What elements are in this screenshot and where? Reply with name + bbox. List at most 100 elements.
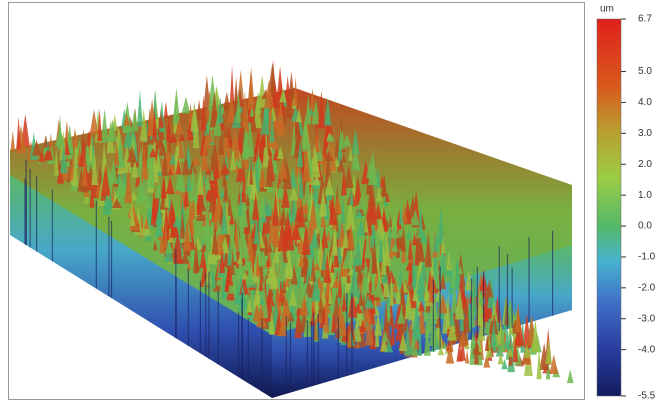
surface-spike (305, 275, 314, 298)
surface-spike (266, 242, 273, 253)
surface-spike (166, 115, 172, 142)
surface-spike (415, 271, 425, 302)
surface-spike (433, 231, 439, 252)
surface-spike (297, 244, 303, 254)
surface-spike (221, 123, 231, 158)
surface-spike (359, 318, 366, 332)
surface-spike (213, 163, 219, 199)
surface-spike (415, 237, 426, 263)
surface-spike (223, 91, 231, 110)
surface-spike (256, 302, 267, 328)
surface-spike (435, 260, 441, 290)
surface-spike (412, 286, 419, 302)
surface-spike (301, 223, 311, 255)
surface-spike (290, 185, 297, 222)
surface-spike (463, 297, 471, 333)
surface-spike (412, 232, 417, 246)
surface-spike (456, 341, 463, 362)
colorbar-tick-label: -3.0 (638, 313, 656, 324)
surface-spike (345, 197, 356, 230)
surface-spike (234, 222, 239, 250)
surface-spike (264, 156, 273, 187)
surface-spike (417, 300, 425, 312)
surface-spike (403, 260, 408, 286)
surface-spike (89, 133, 94, 162)
surface-spike (175, 118, 184, 135)
surface-spike (242, 270, 249, 280)
surface-spike (412, 301, 422, 338)
surface-spike (259, 163, 266, 188)
surface-spike (356, 194, 367, 210)
surface-spike (277, 249, 287, 282)
surface-spike (154, 180, 163, 199)
surface-spike (400, 326, 406, 340)
surface-spike (437, 207, 445, 245)
surface-spike (367, 174, 375, 207)
surface-spike (250, 113, 257, 133)
surface-spike (349, 187, 354, 206)
surface-spike (259, 194, 266, 218)
surface-spike (506, 346, 514, 357)
surface-spike (323, 252, 332, 284)
surface-spike (272, 81, 279, 108)
surface-spike (473, 330, 479, 365)
surface-spike (91, 150, 99, 186)
surface-spike (502, 337, 512, 350)
surface-spike (227, 264, 234, 286)
surface-spike (340, 166, 347, 196)
surface-spike (281, 184, 290, 208)
surface-spike (208, 187, 215, 213)
surface-spike (312, 173, 321, 186)
surface-spike (144, 196, 152, 209)
surface-spike (354, 234, 363, 266)
surface-spike (154, 218, 164, 237)
surface-spike (153, 188, 160, 213)
surface-spike (249, 105, 255, 117)
surface-spike (38, 149, 45, 163)
surface-spike (114, 139, 120, 166)
surface-spike (249, 169, 258, 199)
surface-spike (154, 151, 162, 172)
surface-spike (440, 234, 446, 254)
surface-spike (152, 239, 158, 251)
surface-spike (56, 164, 64, 184)
surface-spike (234, 283, 241, 305)
surface-spike (199, 129, 208, 156)
surface-spike (89, 180, 95, 208)
surface-spike (265, 95, 270, 124)
colorbar-tick-label: 4.0 (638, 97, 652, 108)
surface-spike (123, 123, 133, 149)
surface-spike (390, 243, 399, 252)
surface-spike (164, 242, 174, 254)
surface-spike (419, 230, 428, 243)
surface-spike (182, 153, 190, 175)
surface-spike (163, 224, 168, 248)
surface-spike (398, 203, 404, 225)
surface-spike (183, 218, 191, 252)
surface-spike (163, 101, 168, 118)
surface-spike (385, 192, 390, 202)
surface-spike (213, 113, 222, 137)
surface-spike (332, 197, 343, 214)
surface-spike (201, 140, 209, 171)
surface-spike (117, 175, 125, 194)
front-face (10, 170, 272, 398)
surface-spike (323, 97, 332, 126)
surface-spike (192, 117, 200, 149)
surface-spike (89, 109, 99, 135)
surface-spike (220, 199, 228, 235)
surface-spike (358, 289, 363, 307)
surface-spike (126, 145, 137, 163)
surface-spike (100, 108, 109, 143)
surface-spike (223, 178, 229, 203)
surface-spike (374, 202, 383, 220)
surface-spike (241, 125, 249, 160)
surface-spike (193, 239, 200, 273)
surface-spike (392, 275, 398, 293)
surface-spike (172, 87, 181, 124)
surface-spike (337, 157, 345, 172)
surface-spike (382, 272, 390, 297)
surface-spike (442, 340, 447, 350)
surface-spike (237, 255, 243, 265)
surface-spike (81, 129, 86, 149)
